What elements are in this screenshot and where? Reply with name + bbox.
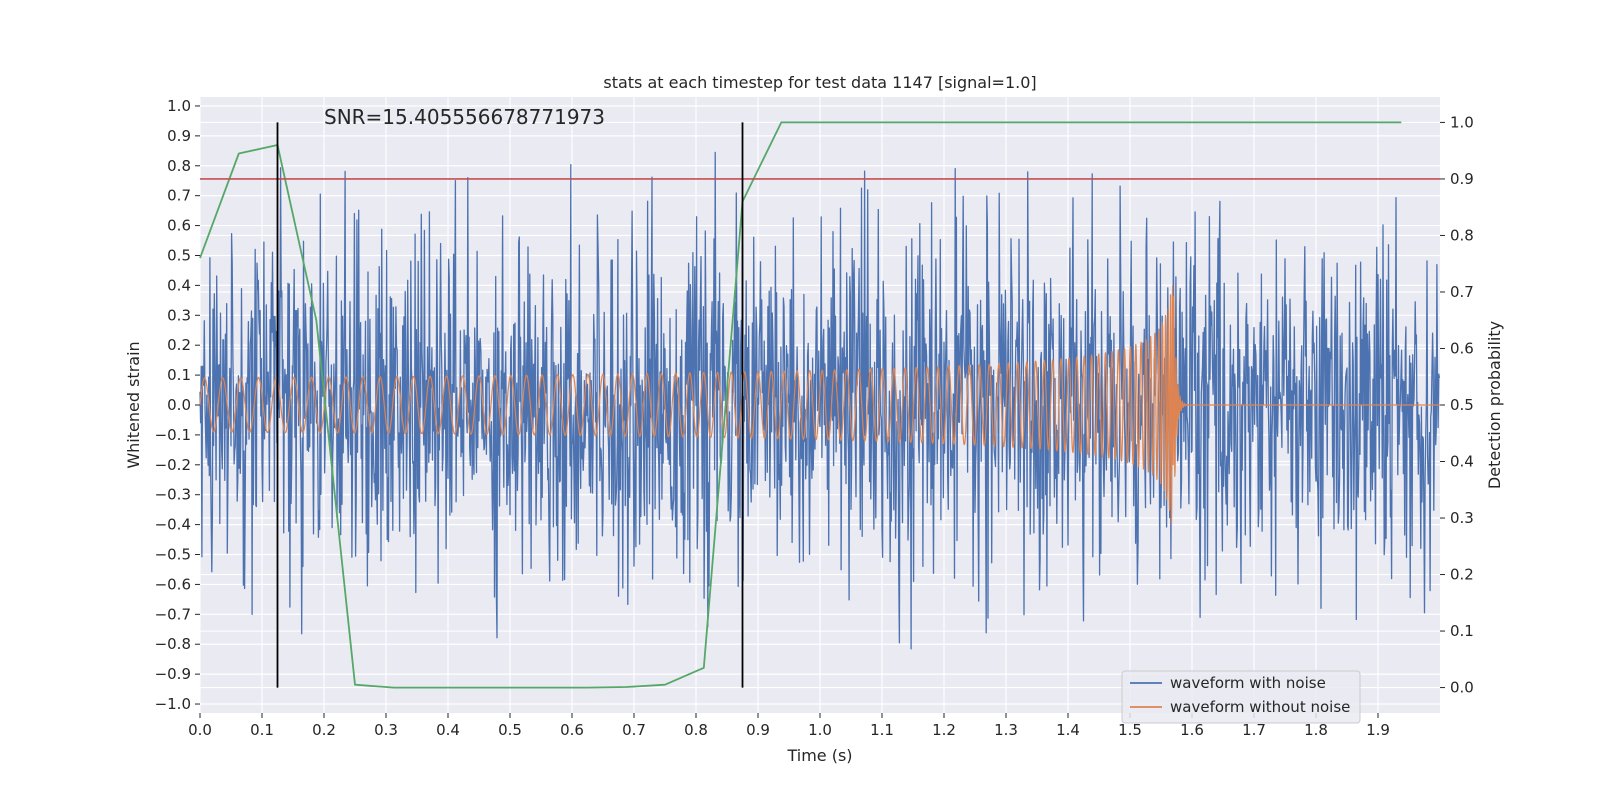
- y-tick-label: 0.6: [167, 217, 191, 235]
- y2-tick-label: 0.7: [1450, 283, 1474, 301]
- y-tick-label: −0.2: [155, 456, 191, 474]
- series-detection-probability-line: [199, 121, 1402, 689]
- x-tick-label: 1.4: [1056, 721, 1080, 739]
- y-tick-label: 0.5: [167, 246, 191, 264]
- x-tick-label: 0.6: [560, 721, 584, 739]
- y-tick-label: −0.7: [155, 605, 191, 623]
- series-noisy-group: [199, 151, 1441, 650]
- ticks: 0.0 0.1 0.2 0.3 0.4 0.5 0.6 0.7 0.8 0.9 1.0 1.1 1.2 1…: [155, 97, 1474, 739]
- x-tick-label: 0.8: [684, 721, 708, 739]
- y-tick-label: 0.0: [167, 396, 191, 414]
- legend-label-clean: waveform without noise: [1170, 698, 1350, 716]
- y2-tick-label: 0.3: [1450, 509, 1474, 527]
- y2-tick-label: 0.8: [1450, 226, 1474, 244]
- y-tick-label: −0.3: [155, 486, 191, 504]
- y-tick-label: 0.7: [167, 187, 191, 205]
- y-tick-label: 0.9: [167, 127, 191, 145]
- legend: waveform with noise waveform without noi…: [1121, 670, 1361, 724]
- x-tick-label: 0.9: [746, 721, 770, 739]
- y2-tick-label: 0.6: [1450, 339, 1474, 357]
- y-tick-label: −0.9: [155, 665, 191, 683]
- y-tick-label: −0.4: [155, 516, 191, 534]
- x-tick-label: 1.8: [1304, 721, 1328, 739]
- y2-tick-label: 0.5: [1450, 396, 1474, 414]
- y-tick-label: 0.3: [167, 306, 191, 324]
- y-tick-label: −0.6: [155, 575, 191, 593]
- series-clean-line: [199, 285, 1441, 525]
- overlays: [200, 122, 1440, 688]
- x-tick-label: 1.5: [1118, 721, 1142, 739]
- x-tick-label: 1.2: [932, 721, 956, 739]
- y-tick-label: 1.0: [167, 97, 191, 115]
- series-noisy-line: [199, 151, 1441, 650]
- y-tick-label: 0.8: [167, 157, 191, 175]
- y2-tick-label: 1.0: [1450, 113, 1474, 131]
- series-clean-group: [199, 285, 1441, 525]
- y-tick-label: 0.2: [167, 336, 191, 354]
- x-tick-label: 1.1: [870, 721, 894, 739]
- y-tick-label: −0.5: [155, 546, 191, 564]
- x-tick-label: 1.6: [1180, 721, 1204, 739]
- x-tick-label: 0.1: [250, 721, 274, 739]
- y-tick-label: −1.0: [155, 695, 191, 713]
- y2-tick-label: 0.4: [1450, 453, 1474, 471]
- x-tick-label: 0.2: [312, 721, 336, 739]
- x-tick-label: 1.0: [808, 721, 832, 739]
- chart-title: stats at each timestep for test data 114…: [603, 73, 1036, 92]
- y2-tick-label: 0.2: [1450, 566, 1474, 584]
- x-tick-label: 1.7: [1242, 721, 1266, 739]
- x-axis-label: Time (s): [786, 746, 852, 765]
- x-tick-label: 1.9: [1366, 721, 1390, 739]
- y-tick-label: −0.1: [155, 426, 191, 444]
- x-tick-label: 1.3: [994, 721, 1018, 739]
- y2-axis-label: Detection probability: [1485, 321, 1504, 489]
- x-tick-label: 0.5: [498, 721, 522, 739]
- x-tick-label: 0.0: [188, 721, 212, 739]
- y2-tick-label: 0.9: [1450, 170, 1474, 188]
- y2-tick-label: 0.0: [1450, 679, 1474, 697]
- x-tick-label: 0.3: [374, 721, 398, 739]
- y2-tick-label: 0.1: [1450, 622, 1474, 640]
- x-tick-label: 0.4: [436, 721, 460, 739]
- snr-annotation: SNR=15.405556678771973: [324, 105, 605, 129]
- legend-box: [1121, 670, 1361, 724]
- y-axis-label: Whitened strain: [124, 341, 143, 468]
- series-prob-group: [199, 121, 1402, 689]
- x-tick-label: 0.7: [622, 721, 646, 739]
- legend-label-noisy: waveform with noise: [1170, 674, 1326, 692]
- y-tick-label: 0.1: [167, 366, 191, 384]
- y-tick-label: −0.8: [155, 635, 191, 653]
- y-tick-label: 0.4: [167, 276, 191, 294]
